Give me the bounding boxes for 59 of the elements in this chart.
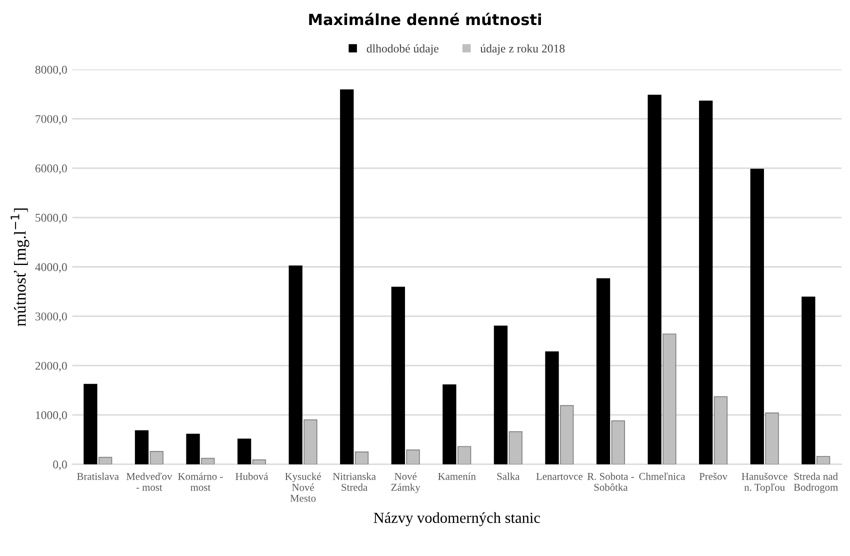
y-tick-label: 2000,0 <box>35 362 67 372</box>
y-tick-label: 3000,0 <box>35 312 67 322</box>
bar <box>545 351 559 464</box>
y-tick-label: 1000,0 <box>36 411 67 421</box>
x-tick-label: Chmeľnica <box>639 472 686 480</box>
x-tick-label: Salka <box>497 472 520 480</box>
bar <box>186 434 200 464</box>
bar <box>662 334 676 464</box>
bar <box>406 450 420 464</box>
bar <box>391 286 405 464</box>
bar <box>714 396 728 464</box>
bar <box>457 446 472 464</box>
bar <box>648 94 662 464</box>
bar <box>354 452 369 464</box>
bar <box>560 405 574 464</box>
x-tick-label: Hubová <box>236 472 268 480</box>
bar <box>134 430 149 464</box>
y-tick-label: 6000,0 <box>35 164 67 174</box>
bar <box>596 278 610 464</box>
x-tick-label: Kysucké Nové Mesto <box>285 472 321 502</box>
x-axis-title: Názvy vodomerných stanic <box>374 512 540 526</box>
x-tick-label: Bratislava <box>77 472 119 480</box>
x-tick-label: Streda nad Bodrogom <box>794 472 838 493</box>
y-tick-label: 8000,0 <box>35 66 67 76</box>
legend-label: dlhodobé údaje <box>366 44 438 55</box>
y-axis-title: mútnosť [mg.l$^{−1}$] <box>10 208 30 326</box>
x-tick-label: Hanušovce n. Topľou <box>742 472 788 493</box>
bar <box>288 265 302 464</box>
bar <box>765 412 779 464</box>
y-tick-label: 4000,0 <box>35 263 67 273</box>
bar <box>802 296 816 464</box>
legend-label: údaje z roku 2018 <box>480 44 565 55</box>
y-tick-label: 0,0 <box>53 460 67 470</box>
bar <box>750 168 764 464</box>
bar <box>816 456 830 464</box>
x-tick-label: Komárno - most <box>178 472 223 491</box>
bar <box>98 456 112 464</box>
x-tick-label: Prešov <box>699 472 728 480</box>
bar <box>150 451 164 464</box>
bar <box>252 459 266 464</box>
chart-title: Maximálne denné mútnosti <box>309 12 541 26</box>
bar <box>611 420 625 464</box>
bar <box>699 100 713 464</box>
bar <box>237 438 252 464</box>
bar <box>508 431 522 464</box>
x-tick-label: Nitrianska Streda <box>332 472 376 491</box>
x-tick-label: Lenartovce <box>536 473 583 480</box>
bar <box>340 89 354 464</box>
y-tick-label: 5000,0 <box>36 214 67 224</box>
bar <box>494 326 508 464</box>
x-tick-label: Kamenín <box>438 472 476 480</box>
bar <box>442 384 456 464</box>
y-tick-label: 7000,0 <box>36 115 67 125</box>
bar <box>201 458 215 464</box>
x-tick-label: Medveďov - most <box>126 472 172 491</box>
bar <box>304 419 318 464</box>
bar <box>84 384 98 464</box>
x-tick-label: Nové Zámky <box>391 472 420 493</box>
x-tick-label: R. Sobota - Sobôtka <box>587 472 634 491</box>
